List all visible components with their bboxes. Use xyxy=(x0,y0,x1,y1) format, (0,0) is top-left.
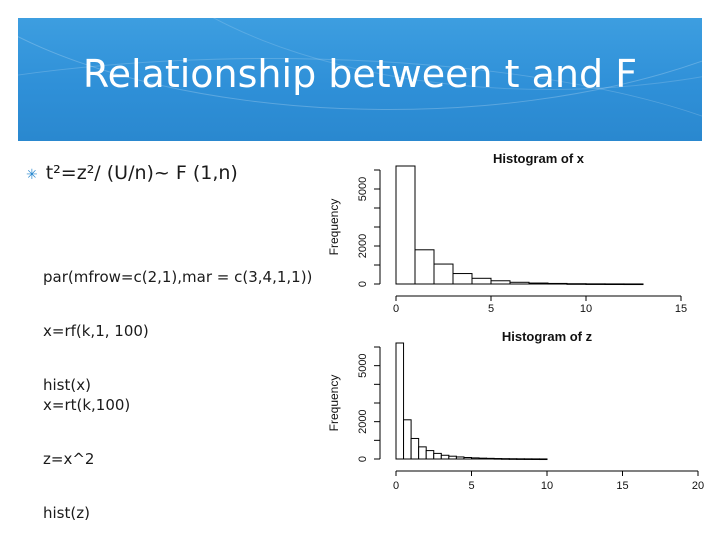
x-tick-label: 10 xyxy=(580,303,592,315)
x-tick-label: 0 xyxy=(393,303,399,315)
code-block-1: par(mfrow=c(2,1),mar = c(3,4,1,1)) x=rf(… xyxy=(43,232,312,412)
histogram-bar xyxy=(414,249,435,285)
histogram-bar xyxy=(516,458,525,460)
histogram-bar xyxy=(528,282,549,285)
y-tick-label: 2000 xyxy=(357,234,369,258)
histogram-bar xyxy=(395,342,405,460)
histogram-bar xyxy=(395,165,416,285)
histogram-bar xyxy=(508,458,518,460)
histogram-bar xyxy=(433,452,442,460)
slide-title: Relationship between t and F xyxy=(82,52,638,96)
x-tick-label: 5 xyxy=(468,480,474,492)
chart-title: Histogram of z xyxy=(502,329,593,344)
y-axis-label: Frequency xyxy=(327,199,341,256)
chart-title: Histogram of x xyxy=(493,151,585,166)
bullet-item: ✳ t²=z²/ (U/n)~ F (1,n) xyxy=(26,162,238,184)
histogram-bar xyxy=(471,277,492,285)
asterisk-bullet-icon: ✳ xyxy=(26,167,38,183)
histogram-bar xyxy=(486,457,495,460)
x-tick-label: 0 xyxy=(393,480,399,492)
histogram-bar xyxy=(490,280,511,285)
code-line: x=rf(k,1, 100) xyxy=(43,322,149,340)
y-tick-label: 5000 xyxy=(357,177,369,201)
histogram-bar xyxy=(493,458,503,460)
x-tick-label: 20 xyxy=(692,480,704,492)
histogram-bar xyxy=(538,458,548,461)
code-line: par(mfrow=c(2,1),mar = c(3,4,1,1)) xyxy=(43,268,313,286)
histogram-bar xyxy=(452,273,473,285)
histogram-bar xyxy=(585,283,606,285)
y-tick-label: 5000 xyxy=(357,353,369,377)
histogram-bar xyxy=(410,437,420,460)
histogram-bar xyxy=(501,458,510,460)
code-block-2: x=rt(k,100) z=x^2 hist(z) xyxy=(43,360,130,540)
histogram-bar xyxy=(403,419,412,460)
code-line: x=rt(k,100) xyxy=(43,396,131,414)
histogram-bar xyxy=(448,455,457,460)
histogram-bar xyxy=(433,263,454,285)
y-axis-label: Frequency xyxy=(327,375,341,432)
code-line: hist(x) xyxy=(43,376,91,394)
x-tick-label: 15 xyxy=(675,303,687,315)
y-tick-label: 0 xyxy=(357,456,369,462)
histogram-bar xyxy=(418,446,427,460)
y-tick-label: 0 xyxy=(357,281,369,287)
code-line: hist(z) xyxy=(43,504,90,522)
x-tick-label: 10 xyxy=(541,480,553,492)
histogram-bar xyxy=(455,456,465,460)
x-tick-label: 5 xyxy=(488,303,494,315)
histogram-bar xyxy=(523,458,533,460)
histogram-bar xyxy=(547,282,568,285)
histogram-bar xyxy=(463,457,472,460)
histogram-bar xyxy=(623,283,644,286)
title-banner xyxy=(18,18,702,141)
histogram-bar xyxy=(566,283,587,285)
histogram-bar xyxy=(478,457,488,460)
histogram-bar xyxy=(509,281,530,285)
bullet-text: t²=z²/ (U/n)~ F (1,n) xyxy=(45,162,238,184)
histogram-bar xyxy=(531,458,540,460)
histogram-bar xyxy=(440,454,450,460)
histogram-bar xyxy=(604,283,625,286)
y-tick-label: 2000 xyxy=(357,409,369,433)
x-tick-label: 15 xyxy=(616,480,628,492)
code-line: z=x^2 xyxy=(43,450,95,468)
histogram-bar xyxy=(425,450,435,460)
histogram-bar xyxy=(471,457,480,460)
